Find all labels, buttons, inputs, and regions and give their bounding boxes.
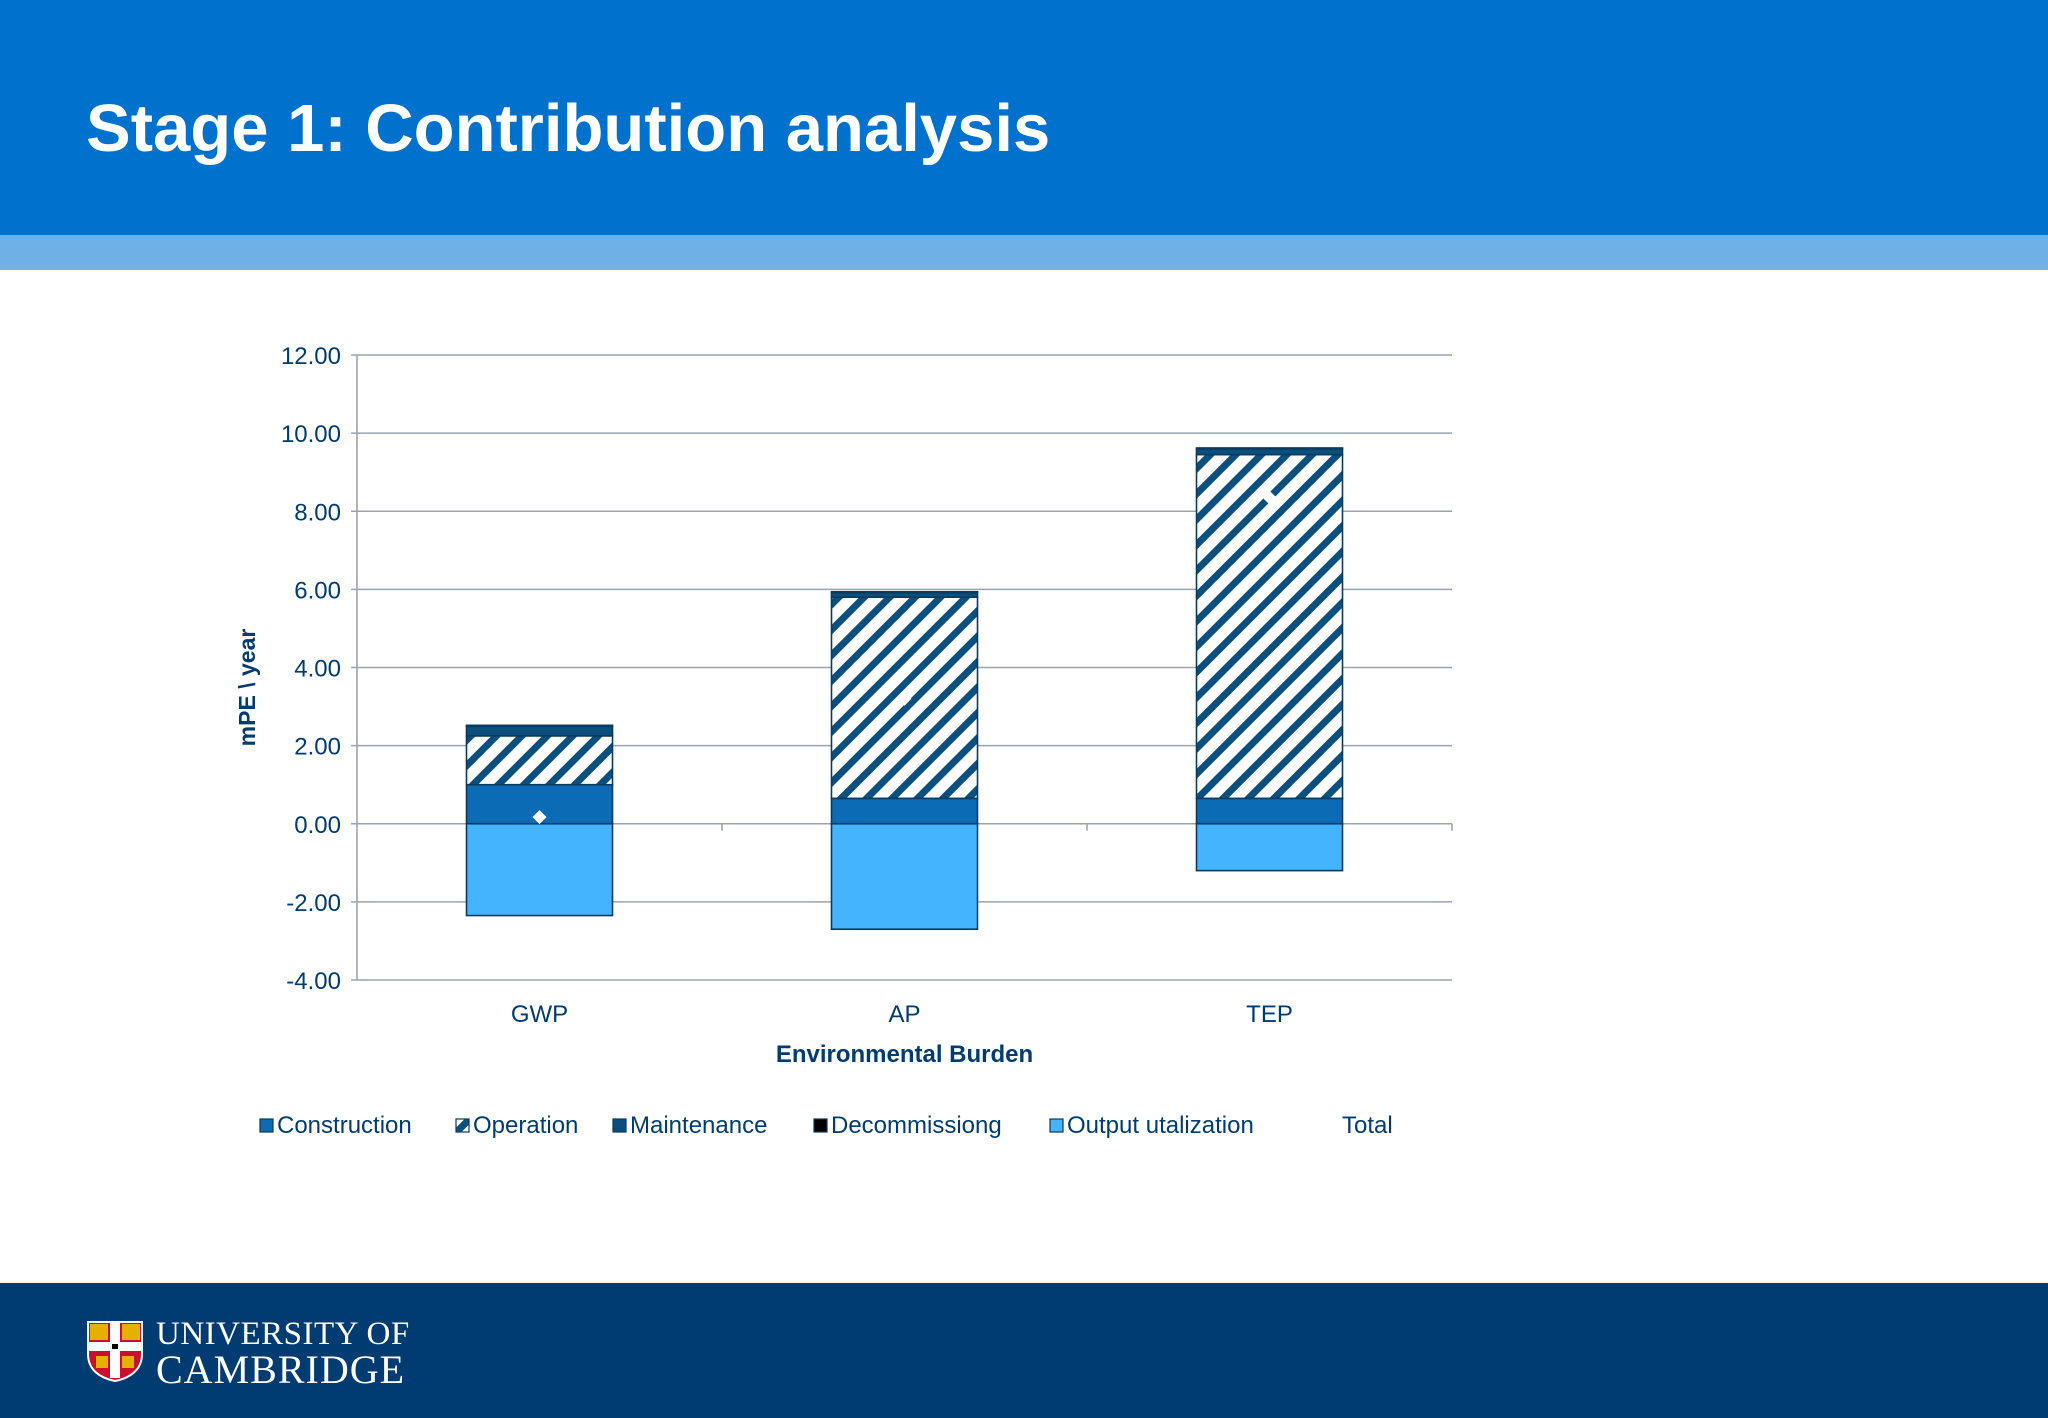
y-tick-label: 0.00 <box>294 812 341 839</box>
legend-label: Maintenance <box>630 1112 767 1139</box>
legend-label: Operation <box>473 1112 578 1139</box>
bar-segment <box>465 725 614 737</box>
total-marker <box>897 691 912 706</box>
total-markers <box>532 490 1277 825</box>
stacked-bar-chart: 12.00 10.00 8.00 6.00 4.00 2.00 0.00 -2.00 -4.00… <box>220 320 1480 1200</box>
legend-swatch <box>612 1118 627 1133</box>
axes: 12.00 10.00 8.00 6.00 4.00 2.00 0.00 -2.00 -4.00… <box>234 343 1453 1068</box>
bar-segment <box>465 735 614 786</box>
y-tick-label: 6.00 <box>294 577 341 604</box>
y-tick-label: 12.00 <box>281 343 341 370</box>
chart-svg: 12.00 10.00 8.00 6.00 4.00 2.00 0.00 -2.00 -4.00… <box>234 343 1453 1139</box>
bar-segment <box>465 724 614 728</box>
y-tick-label: -2.00 <box>286 890 341 917</box>
x-axis-title: Environmental Burden <box>776 1041 1033 1068</box>
slide-footer <box>0 1283 2048 1418</box>
slide-header: Stage 1: Contribution analysis <box>0 0 2048 235</box>
y-tick-label: -4.00 <box>286 968 341 995</box>
university-crest-icon <box>87 1321 143 1382</box>
x-tick-label: TEP <box>1246 1001 1293 1028</box>
university-name-line1: UNIVERSITY OF <box>156 1316 410 1352</box>
legend-label: Construction <box>277 1112 412 1139</box>
bar-segment <box>830 590 979 594</box>
bar-segment <box>465 822 614 917</box>
bar-segment <box>830 797 979 825</box>
y-tick-label: 8.00 <box>294 499 341 526</box>
total-marker <box>1262 490 1277 505</box>
header-stripe <box>0 235 2048 270</box>
legend-swatch <box>259 1118 274 1133</box>
y-tick-label: 2.00 <box>294 734 341 761</box>
y-tick-label: 4.00 <box>294 656 341 683</box>
legend: Construction Operation Maintenance Decommis… <box>259 1112 1393 1139</box>
x-tick-label: GWP <box>511 1001 568 1028</box>
legend-swatch <box>455 1118 470 1133</box>
legend-swatch <box>813 1118 828 1133</box>
y-tick-label: 10.00 <box>281 421 341 448</box>
x-tick-label: AP <box>888 1001 920 1028</box>
bar-segment <box>1195 822 1344 872</box>
legend-label: Decommissiong <box>831 1112 1002 1139</box>
total-marker <box>532 810 547 825</box>
slide-title: Stage 1: Contribution analysis <box>86 91 1051 166</box>
legend-swatch <box>1049 1118 1064 1133</box>
legend-label: Total <box>1342 1112 1393 1139</box>
bars <box>465 447 1344 931</box>
bar-segment <box>1195 447 1344 450</box>
bar-segment <box>1195 453 1344 800</box>
university-name-line2: CAMBRIDGE <box>156 1347 406 1392</box>
legend-label: Output utalization <box>1067 1112 1254 1139</box>
bar-segment <box>830 822 979 931</box>
y-axis-title: mPE \ year <box>234 629 260 747</box>
bar-segment <box>1195 797 1344 825</box>
